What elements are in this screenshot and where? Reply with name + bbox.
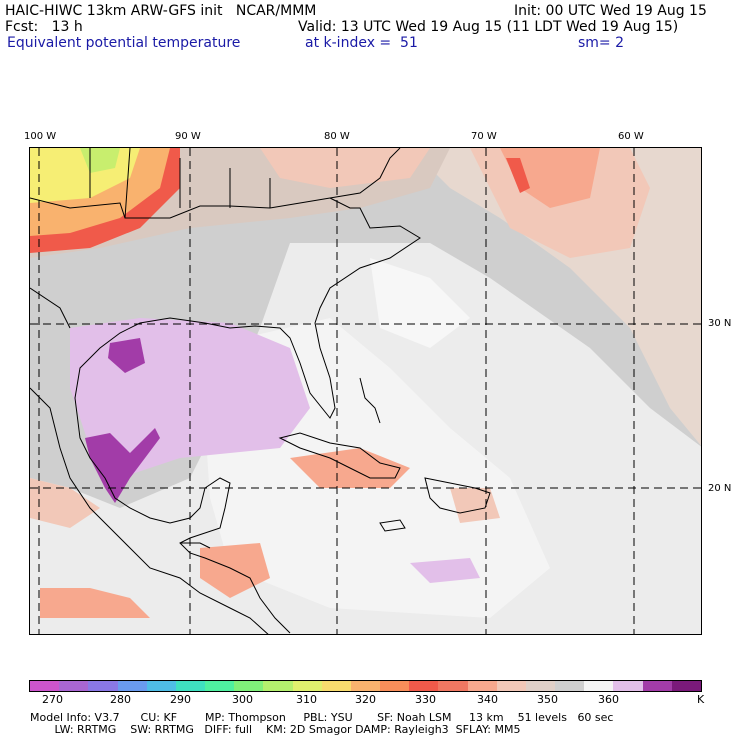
colorbar-tick: 350 bbox=[537, 693, 558, 706]
colorbar-swatch bbox=[117, 681, 147, 691]
lon-label-100w: 100 W bbox=[24, 131, 57, 142]
model-info-line2: LW: RRTMG SW: RRTMG DIFF: full KM: 2D Sm… bbox=[30, 723, 521, 736]
colorbar-swatch bbox=[467, 681, 497, 691]
tan-hispaniola bbox=[450, 488, 500, 523]
tan-east-coast bbox=[260, 148, 430, 188]
colorbar-swatch bbox=[321, 681, 351, 691]
colorbar-swatch bbox=[30, 681, 60, 691]
colorbar-swatch bbox=[555, 681, 585, 691]
colorbar-swatch bbox=[642, 681, 672, 691]
colorbar-tick: 270 bbox=[42, 693, 63, 706]
purple-core-south bbox=[85, 428, 160, 503]
colorbar-swatch bbox=[671, 681, 701, 691]
coastlines bbox=[30, 148, 491, 634]
lat-label-20n: 20 N bbox=[708, 483, 732, 494]
model-info-line1: Model Info: V3.7 CU: KF MP: Thompson PBL… bbox=[30, 711, 614, 724]
tan-mexico bbox=[30, 478, 100, 528]
colorbar-swatch bbox=[409, 681, 439, 691]
field-name: Equivalent potential temperature bbox=[7, 35, 241, 51]
purple-core-north bbox=[108, 338, 145, 373]
colorbar-tick: 280 bbox=[110, 693, 131, 706]
colorbar-tick: 330 bbox=[415, 693, 436, 706]
level-index: at k-index = 51 bbox=[305, 35, 418, 51]
colorbar-unit: K bbox=[697, 693, 705, 706]
colorbar-swatch bbox=[205, 681, 235, 691]
colorbar-swatch bbox=[175, 681, 206, 691]
colorbar-swatch bbox=[234, 681, 264, 691]
lon-label-70w: 70 W bbox=[471, 131, 497, 142]
colorbar bbox=[29, 680, 702, 692]
white-patch-atlantic bbox=[370, 258, 470, 348]
colorbar-tick: 320 bbox=[355, 693, 376, 706]
graticule bbox=[30, 148, 701, 634]
colorbar-swatch bbox=[292, 681, 322, 691]
valid-time: Valid: 13 UTC Wed 19 Aug 15 (11 LDT Wed … bbox=[298, 19, 679, 35]
forecast-hour: Fcst: 13 h bbox=[5, 19, 83, 35]
smoothing: sm= 2 bbox=[578, 35, 625, 51]
colorbar-tick: 290 bbox=[170, 693, 191, 706]
lon-label-80w: 80 W bbox=[324, 131, 350, 142]
lon-label-90w: 90 W bbox=[175, 131, 201, 142]
theta-e-map bbox=[29, 147, 702, 635]
lat-label-30n: 30 N bbox=[708, 318, 732, 329]
colorbar-swatch bbox=[59, 681, 89, 691]
init-time: Init: 00 UTC Wed 19 Aug 15 bbox=[514, 3, 707, 19]
map-canvas bbox=[30, 148, 701, 634]
colorbar-tick: 300 bbox=[232, 693, 253, 706]
colorbar-tick: 340 bbox=[477, 693, 498, 706]
red-streak bbox=[506, 158, 530, 193]
colorbar-swatch bbox=[525, 681, 556, 691]
colorbar-swatch bbox=[263, 681, 293, 691]
colorbar-swatch bbox=[380, 681, 410, 691]
colorbar-swatch bbox=[88, 681, 118, 691]
colorbar-tick: 360 bbox=[598, 693, 619, 706]
salmon-swirl bbox=[500, 148, 600, 208]
colorbar-swatch bbox=[146, 681, 176, 691]
salmon-pacific bbox=[40, 588, 150, 618]
colorbar-tick: 310 bbox=[296, 693, 317, 706]
model-title: HAIC-HIWC 13km ARW-GFS init NCAR/MMM bbox=[5, 3, 317, 19]
colorbar-swatch bbox=[350, 681, 381, 691]
colorbar-swatch bbox=[613, 681, 643, 691]
lon-label-60w: 60 W bbox=[618, 131, 644, 142]
colorbar-swatch bbox=[584, 681, 614, 691]
colorbar-swatch bbox=[438, 681, 468, 691]
lavender-caribbean bbox=[410, 558, 480, 583]
colorbar-swatch bbox=[496, 681, 526, 691]
